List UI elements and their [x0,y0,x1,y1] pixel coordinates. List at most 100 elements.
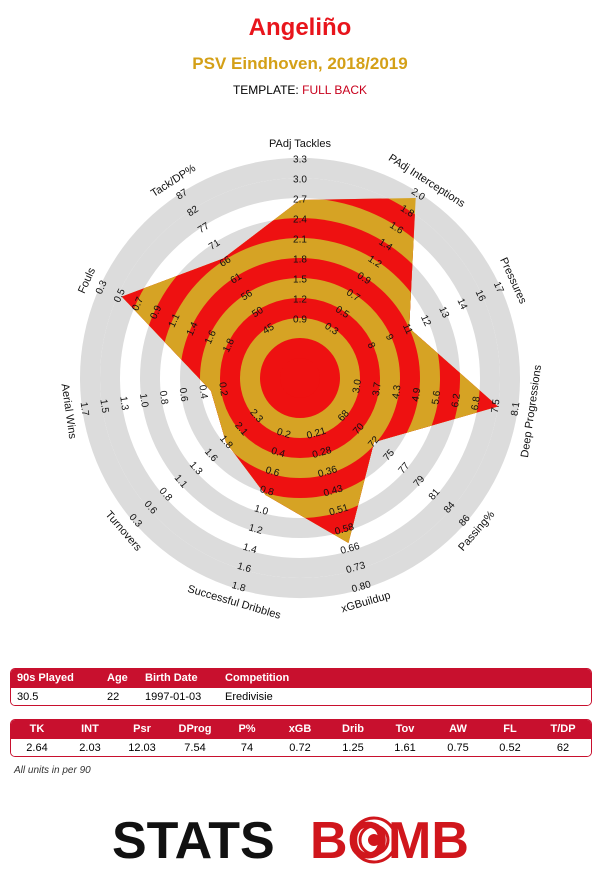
tick-label: 0.66 [339,541,361,557]
tick-label: 0.6 [264,465,281,480]
tick-label: 0.8 [258,484,275,499]
info-table-row: 30.5 22 1997-01-03 Eredivisie [11,688,591,705]
stats-header-cell: T/DP [550,723,576,735]
tick-label: 0.3 [94,278,110,296]
stats-header-cell: xGB [288,723,312,735]
template-value: FULL BACK [302,83,368,97]
stats-value-cell: 2.64 [26,742,48,754]
tick-label: 3.0 [293,175,307,186]
stats-value-cell: 7.54 [184,742,206,754]
stats-header-cell: DProg [178,723,212,735]
tick-label: 8.1 [509,401,522,417]
info-header-age: Age [107,672,128,684]
axis-label: Aerial Wins [59,383,79,440]
stats-header-cell: Psr [133,723,151,735]
tick-label: 1.4 [242,542,259,557]
tick-label: 0.9 [293,315,307,326]
tick-label: 0.28 [311,445,333,461]
tick-label: 3.0 [351,378,364,394]
stats-header-cell: INT [81,723,99,735]
tick-label: 7.5 [490,398,503,414]
tick-label: 0.7 [130,295,146,313]
radar-chart: 0.9 1.2 1.5 1.8 2.1 2.4 2.7 3.0 3.3 PAdj Tackles 0… [59,138,545,622]
axis-label: PAdj Tackles [269,138,331,150]
tick-label: 0.9 [149,303,165,321]
tick-label: 4.9 [411,387,424,403]
info-header-90s: 90s Played [17,672,74,684]
tick-label: 0.58 [334,522,356,538]
tick-label: 1.3 [117,396,130,412]
tick-label: 1.5 [293,275,307,286]
stats-value-cell: 74 [240,742,254,754]
logo-target-icon [350,816,398,864]
stats-table-row: 2.64 2.03 12.03 7.54 74 0.72 1.25 1.61 0.75 0.52 6… [11,739,591,756]
tick-label: 11 [400,322,415,336]
tick-label: 1.2 [293,295,307,306]
template-line: TEMPLATE: FULL BACK [0,83,600,97]
tick-label: 0.4 [196,384,209,400]
tick-label: 9 [383,333,395,343]
stats-header-cell: TK [29,723,45,735]
stats-header-cell: P% [238,723,256,735]
tick-label: 1.0 [253,503,270,518]
tick-label: 6.2 [450,392,463,408]
tick-label: 1.2 [247,522,264,537]
stats-header-cell: Drib [342,723,364,735]
team-season: PSV Eindhoven, 2018/2019 [192,54,408,73]
center-dot [280,358,320,398]
tick-label: 1.1 [167,312,183,330]
info-value-age: 22 [107,691,120,703]
stats-value-cell: 1.25 [342,742,364,754]
tick-label: 0.43 [322,483,344,499]
tick-label: 0.21 [305,426,327,442]
tick-label: 2.1 [293,235,307,246]
stats-value-cell: 12.03 [128,742,156,754]
stats-value-cell: 0.52 [499,742,521,754]
tick-label: 0.6 [177,387,190,403]
tick-label: 2.4 [293,215,307,226]
tick-label: 1.8 [293,255,307,266]
tick-label: 0.2 [275,427,292,442]
logo-text-stats: STATS [112,812,275,868]
tick-label: 6.8 [470,395,483,411]
tick-label: 0.73 [345,560,367,576]
stats-value-cell: 2.03 [79,742,101,754]
tick-label: 1.4 [185,320,201,338]
info-value-90s: 30.5 [17,691,39,703]
stats-value-cell: 62 [556,742,570,754]
units-note: All units in per 90 [14,765,91,776]
info-table-header: 90s Played Age Birth Date Competition [11,669,591,688]
tick-label: 5.6 [430,390,443,406]
tick-label: 17 [491,280,506,295]
tick-label: 16 [473,288,488,303]
tick-label: 1.8 [221,337,237,355]
tick-label: 3.3 [293,155,307,166]
tick-label: 1.7 [78,401,91,417]
stats-table-header: TK INT Psr DProg P% xGB Drib Tov AW FL T/DP [11,720,591,739]
stats-header-cell: Tov [395,723,415,735]
info-table: 90s Played Age Birth Date Competition 30… [10,668,592,706]
axis-label: xGBuildup [340,590,392,616]
tick-label: 13 [436,305,451,320]
tick-label: 1.6 [236,561,253,576]
stats-header-cell: AW [449,723,467,735]
tick-label: 8 [365,341,377,351]
template-label: TEMPLATE: [232,83,299,97]
stats-table: TK INT Psr DProg P% xGB Drib Tov AW FL T/DP 2.64 2.… [10,719,592,757]
statsbomb-logo: STATS BOMB [112,812,469,868]
tick-label: 4.3 [391,384,404,400]
tick-label: 1.5 [97,399,110,415]
tick-label: 0.36 [317,464,339,480]
player-name: Angeliño [248,14,352,41]
tick-label: 0.80 [351,579,373,595]
stats-value-cell: 0.72 [289,742,311,754]
info-value-birth-date: 1997-01-03 [145,691,202,703]
info-header-birth-date: Birth Date [145,672,198,684]
tick-label: 1.0 [137,393,150,409]
stats-value-cell: 0.75 [447,742,469,754]
info-header-competition: Competition [225,672,290,684]
tick-label: 0.8 [157,390,170,406]
info-value-competition: Eredivisie [225,691,273,703]
tick-label: 3.7 [371,381,384,397]
tick-label: 1.6 [203,328,219,346]
